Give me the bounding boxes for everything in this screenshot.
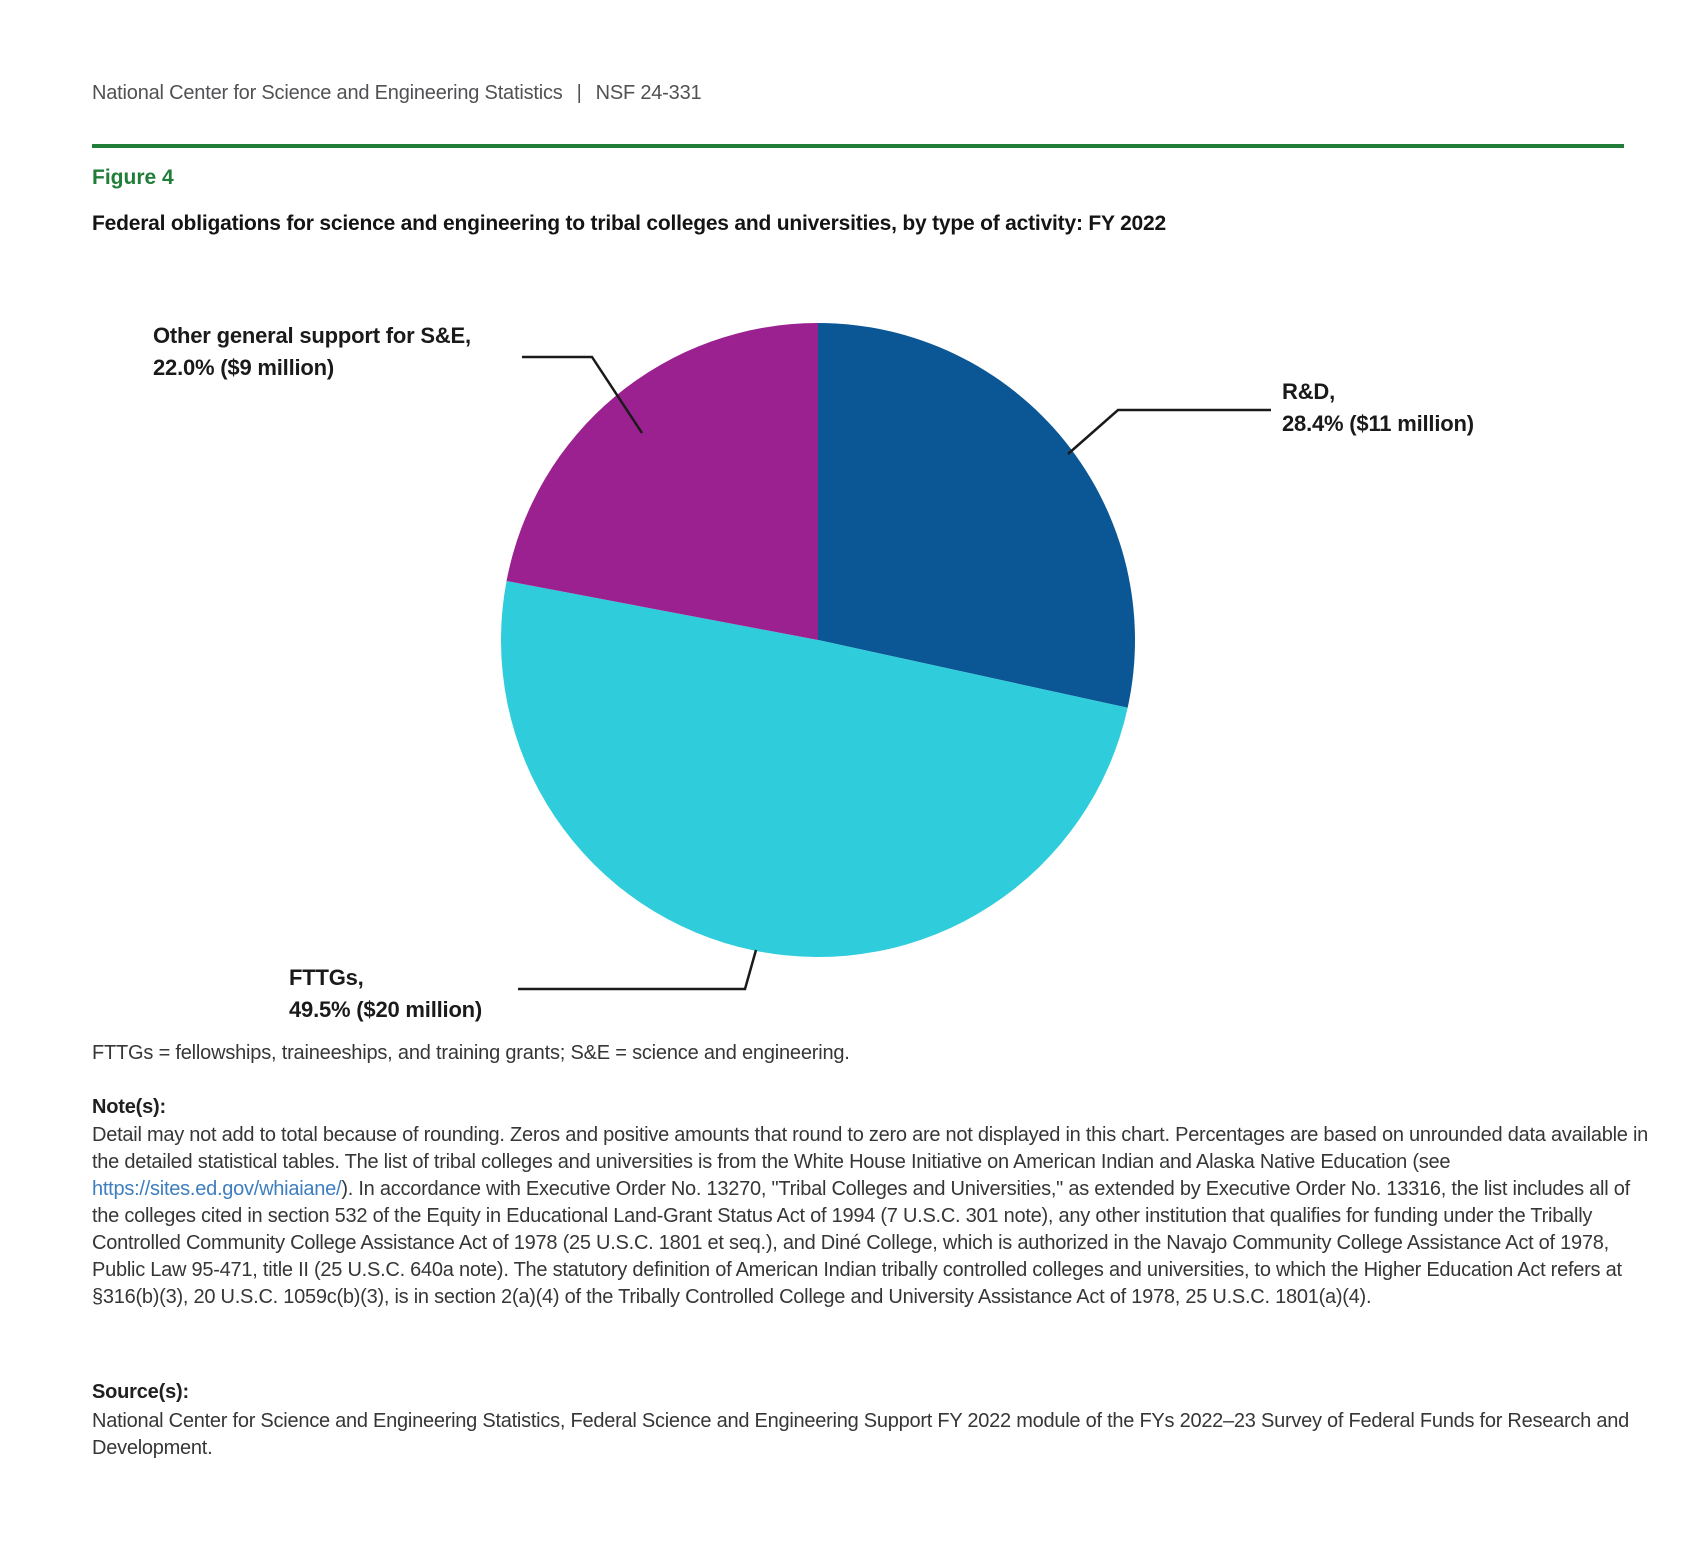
slice-label-other: Other general support for S&E, 22.0% ($9…: [153, 320, 471, 384]
figure-number-label: Figure 4: [92, 166, 174, 189]
green-divider-rule: [92, 144, 1624, 148]
whiaiane-link[interactable]: https://sites.ed.gov/whiaiane/: [92, 1178, 342, 1200]
pie-slice-other: [506, 323, 818, 640]
slice-label-rd: R&D, 28.4% ($11 million): [1282, 376, 1474, 440]
slice-label-fttgs-line1: FTTGs,: [289, 965, 364, 990]
pie-svg: [500, 323, 1271, 991]
pie-slices: [500, 323, 1135, 957]
pie-slice-rd: [818, 323, 1135, 708]
callout-line-fttgs: [518, 949, 758, 991]
slice-label-rd-line1: R&D,: [1282, 379, 1335, 404]
slice-label-rd-line2: 28.4% ($11 million): [1282, 411, 1474, 436]
notes-heading: Note(s):: [92, 1096, 166, 1118]
slice-label-other-line1: Other general support for S&E,: [153, 323, 471, 348]
notes-paragraph: Detail may not add to total because of r…: [92, 1122, 1654, 1311]
pie-chart-area: Other general support for S&E, 22.0% ($9…: [0, 280, 1699, 1040]
figure-title: Federal obligations for science and engi…: [92, 212, 1166, 235]
notes-text-before-link: Detail may not add to total because of r…: [92, 1124, 1649, 1173]
document-header: National Center for Science and Engineer…: [92, 82, 702, 105]
header-report-number: NSF 24-331: [595, 82, 702, 104]
header-separator: |: [576, 82, 582, 104]
sources-paragraph: National Center for Science and Engineer…: [92, 1410, 1629, 1459]
abbreviation-note: FTTGs = fellowships, traineeships, and t…: [92, 1042, 850, 1064]
header-org-name: National Center for Science and Engineer…: [92, 82, 563, 104]
pie-slice-fttgs: [500, 581, 1128, 957]
notes-text-after-link: ). In accordance with Executive Order No…: [92, 1178, 1630, 1308]
slice-label-fttgs-line2: 49.5% ($20 million): [289, 997, 483, 1022]
slice-label-other-line2: 22.0% ($9 million): [153, 355, 335, 380]
callout-line-other: [522, 355, 644, 434]
slice-label-fttgs: FTTGs, 49.5% ($20 million): [289, 962, 482, 1026]
callout-line-rd: [1067, 408, 1271, 455]
sources-heading: Source(s):: [92, 1381, 189, 1403]
